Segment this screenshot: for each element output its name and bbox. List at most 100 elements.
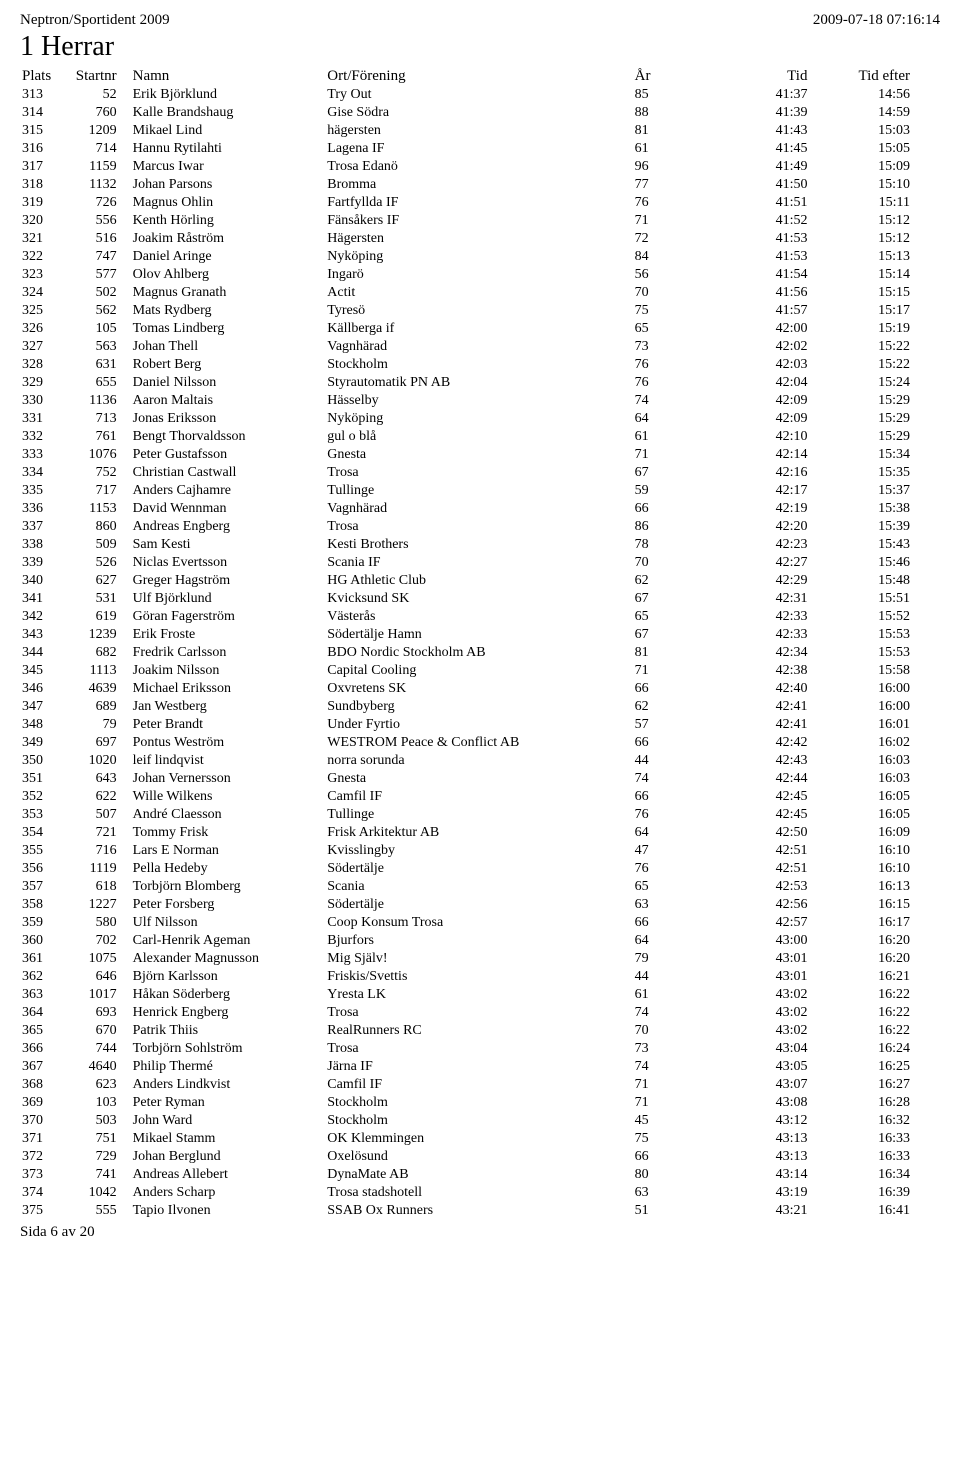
cell-plats: 341 bbox=[20, 590, 71, 608]
cell-plats: 351 bbox=[20, 770, 71, 788]
cell-ort: gul o blå bbox=[325, 428, 632, 446]
table-row: 339526Niclas EvertssonScania IF7042:2715… bbox=[20, 554, 940, 572]
cell-ort: Capital Cooling bbox=[325, 662, 632, 680]
table-row: 373741Andreas AllebertDynaMate AB8043:14… bbox=[20, 1166, 940, 1184]
cell-ar: 63 bbox=[633, 1184, 735, 1202]
cell-tid: 42:33 bbox=[735, 626, 837, 644]
cell-plats: 316 bbox=[20, 140, 71, 158]
cell-namn: Patrik Thiis bbox=[131, 1022, 326, 1040]
cell-ar: 67 bbox=[633, 626, 735, 644]
cell-ort: hägersten bbox=[325, 122, 632, 140]
cell-tid: 42:16 bbox=[735, 464, 837, 482]
cell-namn: Marcus Iwar bbox=[131, 158, 326, 176]
cell-ar: 78 bbox=[633, 536, 735, 554]
cell-namn: Christian Castwall bbox=[131, 464, 326, 482]
cell-ort: RealRunners RC bbox=[325, 1022, 632, 1040]
cell-tidefter: 16:10 bbox=[837, 860, 940, 878]
table-row: 331713Jonas ErikssonNyköping6442:0915:29 bbox=[20, 410, 940, 428]
cell-tid: 42:09 bbox=[735, 410, 837, 428]
cell-ort: Stockholm bbox=[325, 1112, 632, 1130]
cell-tidefter: 16:10 bbox=[837, 842, 940, 860]
cell-startnr: 714 bbox=[71, 140, 130, 158]
cell-tid: 43:02 bbox=[735, 1022, 837, 1040]
cell-tidefter: 15:13 bbox=[837, 248, 940, 266]
cell-tid: 42:23 bbox=[735, 536, 837, 554]
cell-ort: Trosa stadshotell bbox=[325, 1184, 632, 1202]
cell-ar: 74 bbox=[633, 392, 735, 410]
cell-startnr: 1132 bbox=[71, 176, 130, 194]
cell-plats: 342 bbox=[20, 608, 71, 626]
cell-startnr: 726 bbox=[71, 194, 130, 212]
cell-tid: 43:02 bbox=[735, 1004, 837, 1022]
cell-ar: 76 bbox=[633, 194, 735, 212]
cell-ort: Gise Södra bbox=[325, 104, 632, 122]
cell-tid: 41:53 bbox=[735, 230, 837, 248]
cell-tidefter: 15:29 bbox=[837, 428, 940, 446]
cell-startnr: 631 bbox=[71, 356, 130, 374]
table-row: 352622Wille WilkensCamfil IF6642:4516:05 bbox=[20, 788, 940, 806]
cell-tid: 42:34 bbox=[735, 644, 837, 662]
results-table: Plats Startnr Namn Ort/Förening År Tid T… bbox=[20, 67, 940, 1220]
cell-tidefter: 16:33 bbox=[837, 1130, 940, 1148]
cell-ort: Källberga if bbox=[325, 320, 632, 338]
cell-startnr: 563 bbox=[71, 338, 130, 356]
cell-tidefter: 16:33 bbox=[837, 1148, 940, 1166]
cell-namn: Tommy Frisk bbox=[131, 824, 326, 842]
cell-plats: 340 bbox=[20, 572, 71, 590]
cell-tid: 43:13 bbox=[735, 1130, 837, 1148]
cell-namn: Olov Ahlberg bbox=[131, 266, 326, 284]
cell-plats: 347 bbox=[20, 698, 71, 716]
cell-startnr: 721 bbox=[71, 824, 130, 842]
table-row: 3301136Aaron MaltaisHässelby7442:0915:29 bbox=[20, 392, 940, 410]
cell-namn: Johan Parsons bbox=[131, 176, 326, 194]
cell-tidefter: 15:12 bbox=[837, 230, 940, 248]
cell-plats: 367 bbox=[20, 1058, 71, 1076]
cell-startnr: 752 bbox=[71, 464, 130, 482]
cell-tid: 41:57 bbox=[735, 302, 837, 320]
cell-tid: 42:45 bbox=[735, 788, 837, 806]
cell-plats: 330 bbox=[20, 392, 71, 410]
cell-tid: 41:54 bbox=[735, 266, 837, 284]
cell-plats: 323 bbox=[20, 266, 71, 284]
table-row: 337860Andreas EngbergTrosa8642:2015:39 bbox=[20, 518, 940, 536]
cell-ort: Bjurfors bbox=[325, 932, 632, 950]
cell-startnr: 693 bbox=[71, 1004, 130, 1022]
cell-ort: Västerås bbox=[325, 608, 632, 626]
table-row: 332761Bengt Thorvaldssongul o blå6142:10… bbox=[20, 428, 940, 446]
cell-tidefter: 16:00 bbox=[837, 698, 940, 716]
cell-ar: 44 bbox=[633, 752, 735, 770]
cell-plats: 345 bbox=[20, 662, 71, 680]
cell-startnr: 741 bbox=[71, 1166, 130, 1184]
cell-ar: 62 bbox=[633, 572, 735, 590]
cell-ort: Fartfyllda IF bbox=[325, 194, 632, 212]
cell-tidefter: 16:39 bbox=[837, 1184, 940, 1202]
cell-ort: Oxelösund bbox=[325, 1148, 632, 1166]
cell-startnr: 509 bbox=[71, 536, 130, 554]
col-tidefter: Tid efter bbox=[837, 67, 940, 86]
cell-tid: 42:41 bbox=[735, 698, 837, 716]
col-namn: Namn bbox=[131, 67, 326, 86]
page-footer: Sida 6 av 20 bbox=[20, 1224, 940, 1241]
cell-tidefter: 15:10 bbox=[837, 176, 940, 194]
cell-tid: 43:01 bbox=[735, 950, 837, 968]
cell-plats: 320 bbox=[20, 212, 71, 230]
cell-tidefter: 16:22 bbox=[837, 986, 940, 1004]
table-row: 364693Henrick EngbergTrosa7443:0216:22 bbox=[20, 1004, 940, 1022]
table-row: 342619Göran FagerströmVästerås6542:3315:… bbox=[20, 608, 940, 626]
cell-startnr: 697 bbox=[71, 734, 130, 752]
cell-tidefter: 15:03 bbox=[837, 122, 940, 140]
cell-plats: 313 bbox=[20, 86, 71, 104]
table-row: 326105Tomas LindbergKällberga if6542:001… bbox=[20, 320, 940, 338]
cell-ort: Bromma bbox=[325, 176, 632, 194]
cell-tidefter: 15:37 bbox=[837, 482, 940, 500]
cell-tid: 43:19 bbox=[735, 1184, 837, 1202]
cell-ar: 71 bbox=[633, 662, 735, 680]
cell-namn: Daniel Aringe bbox=[131, 248, 326, 266]
cell-ar: 66 bbox=[633, 914, 735, 932]
cell-tidefter: 16:32 bbox=[837, 1112, 940, 1130]
cell-tid: 41:39 bbox=[735, 104, 837, 122]
cell-ort: Sundbyberg bbox=[325, 698, 632, 716]
cell-plats: 358 bbox=[20, 896, 71, 914]
cell-ort: Tullinge bbox=[325, 806, 632, 824]
cell-startnr: 713 bbox=[71, 410, 130, 428]
